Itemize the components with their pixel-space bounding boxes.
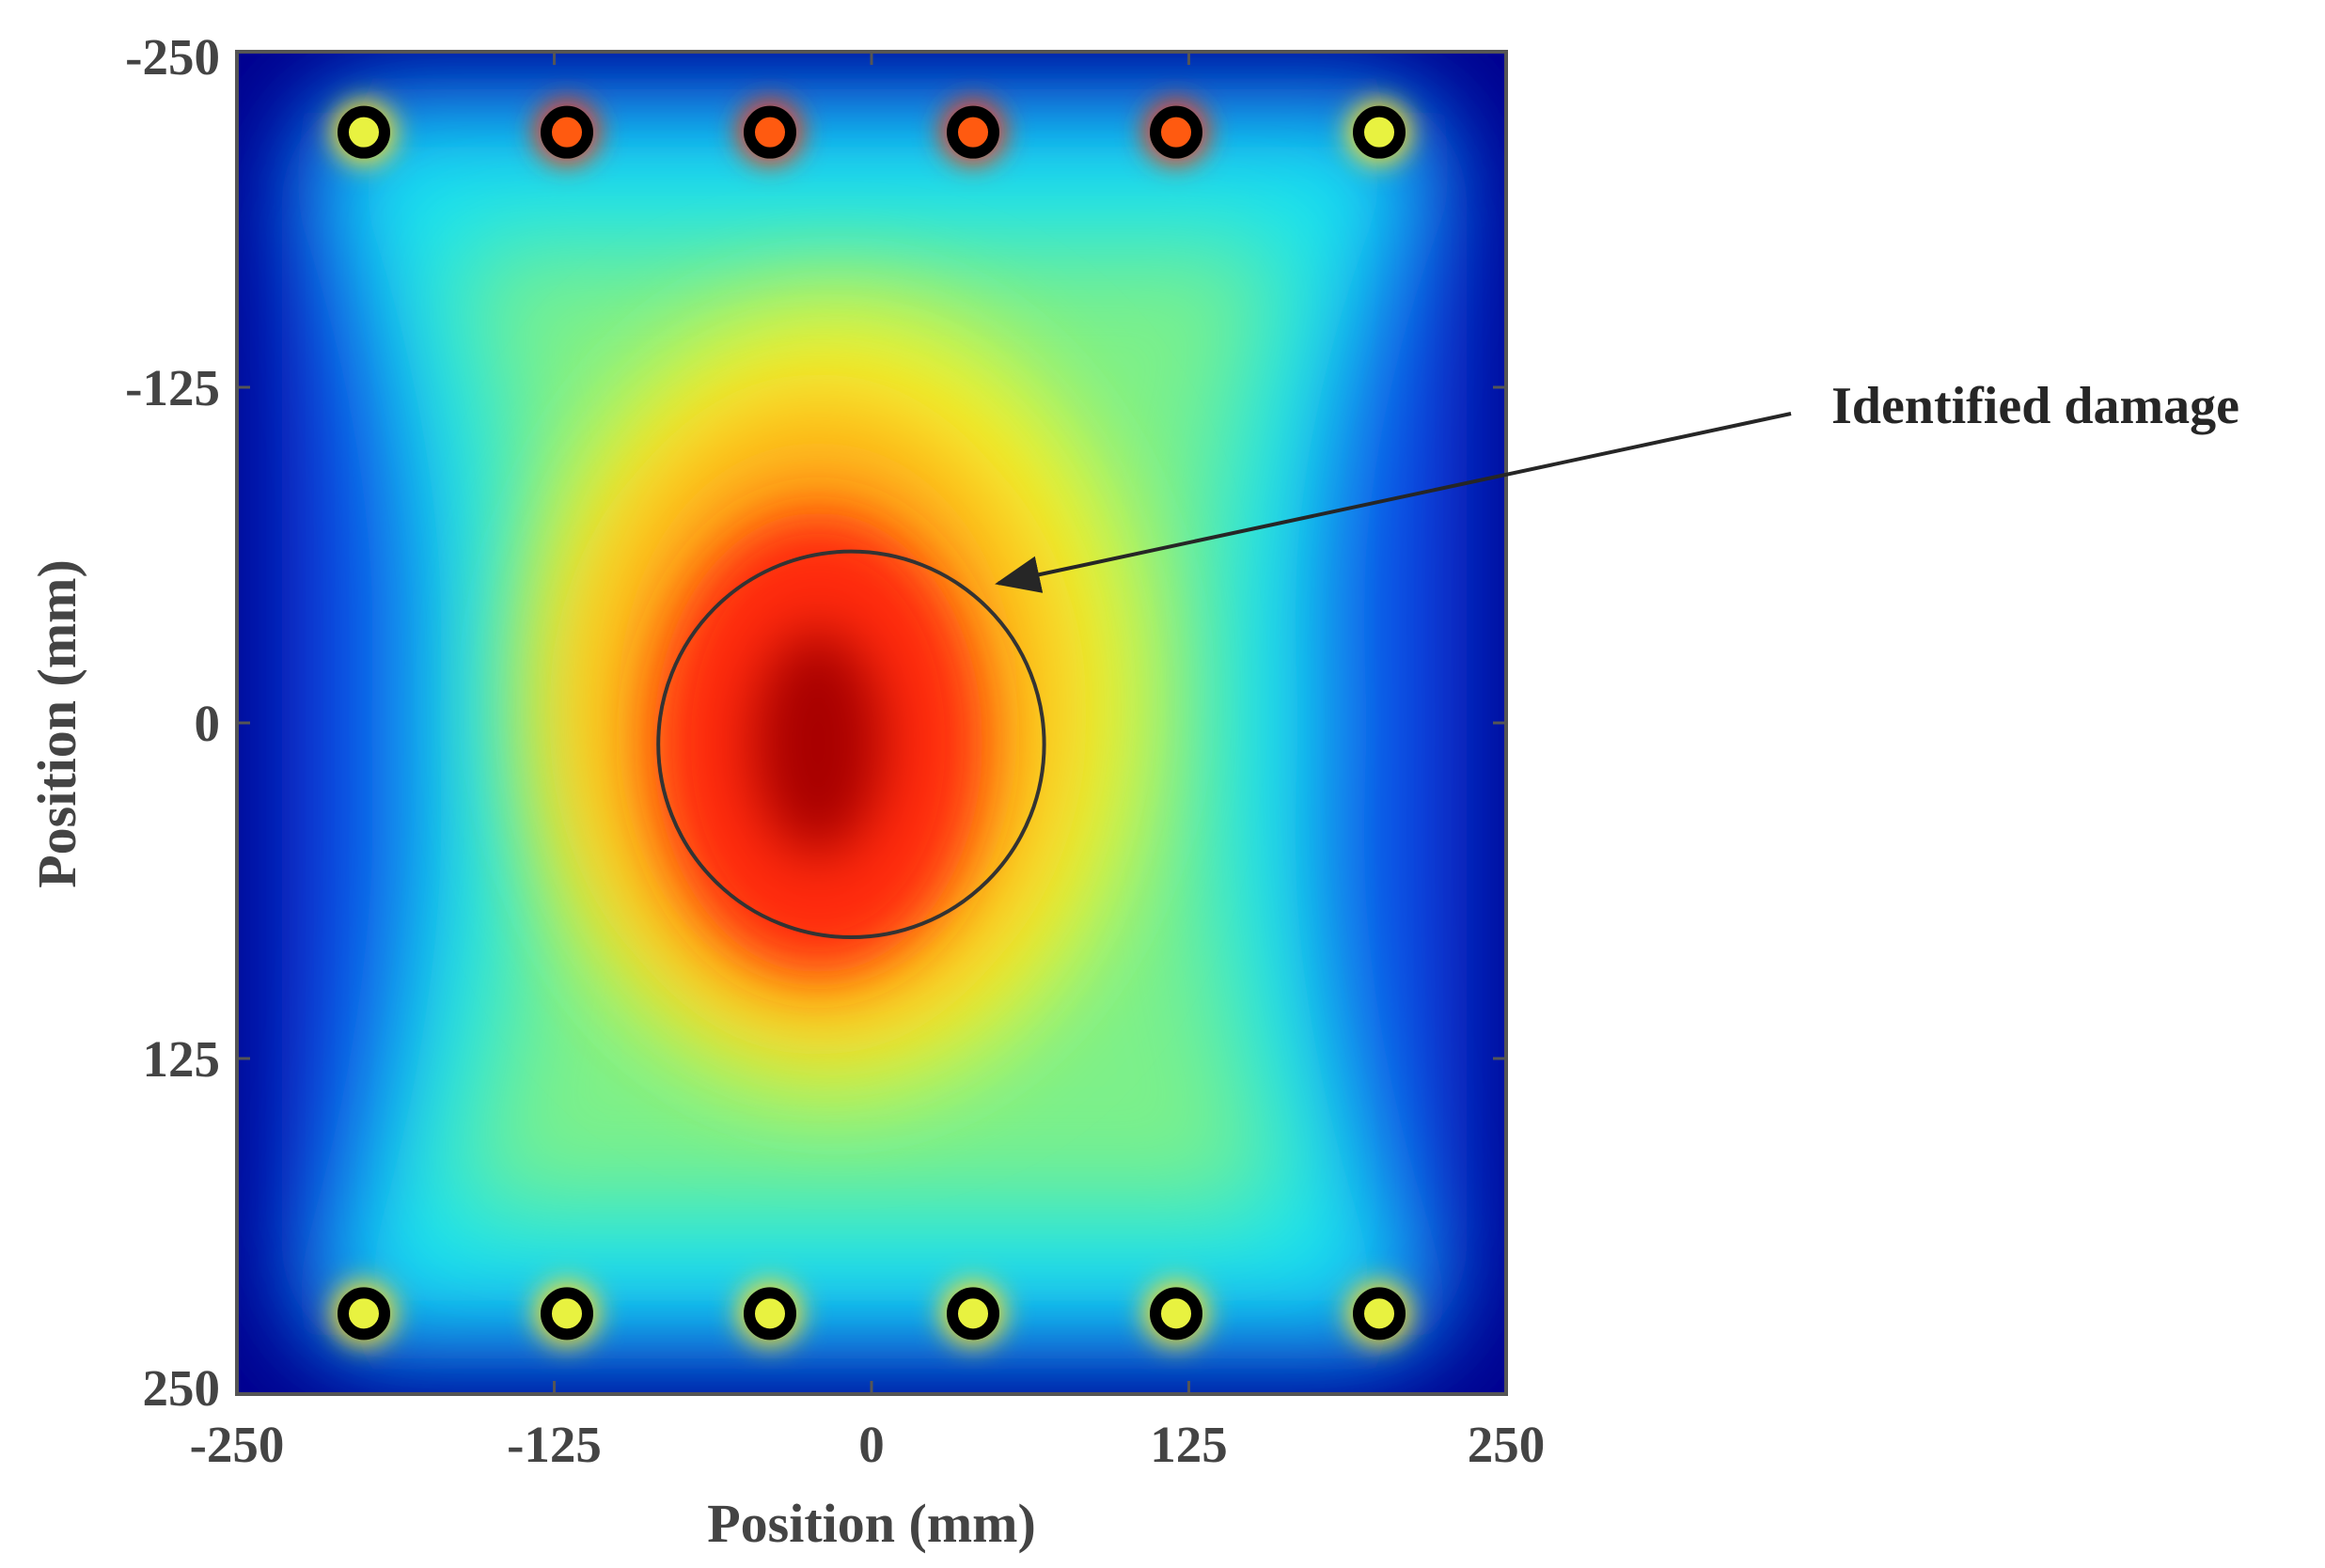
sensor-marker: [947, 105, 999, 159]
heatmap-band-darkred: [752, 630, 884, 855]
sensor-marker: [744, 105, 796, 159]
sensor-marker: [1353, 1287, 1406, 1341]
sensor-marker: [1150, 105, 1202, 159]
x-tick-label: -250: [190, 1416, 285, 1473]
x-tick-label: -125: [507, 1416, 602, 1473]
x-tick-label: 250: [1468, 1416, 1546, 1473]
y-tick-label: -125: [125, 359, 220, 416]
sensor-marker: [947, 1287, 999, 1341]
x-axis-title: Position (mm): [707, 1493, 1036, 1554]
sensor-marker: [541, 1287, 593, 1341]
sensor-marker: [338, 105, 390, 159]
x-tick-label: 0: [858, 1416, 885, 1473]
sensor-layer: [338, 105, 1406, 1341]
annotation-arrow: [995, 412, 1792, 593]
x-tick-label: 125: [1150, 1416, 1228, 1473]
sensor-marker: [1353, 105, 1406, 159]
y-tick-label: 250: [143, 1359, 221, 1417]
y-axis-title: Position (mm): [26, 559, 87, 888]
y-tick-label: -250: [125, 28, 220, 86]
sensor-marker: [338, 1287, 390, 1341]
y-tick-label: 125: [143, 1030, 221, 1088]
sensor-marker: [1150, 1287, 1202, 1341]
y-tick-label: 0: [195, 695, 221, 752]
sensor-marker: [744, 1287, 796, 1341]
identified-damage-circle: [656, 549, 1046, 940]
heatmap-field: [237, 52, 1506, 1394]
annotation-label: Identified damage: [1831, 377, 2239, 435]
sensor-marker: [541, 105, 593, 159]
